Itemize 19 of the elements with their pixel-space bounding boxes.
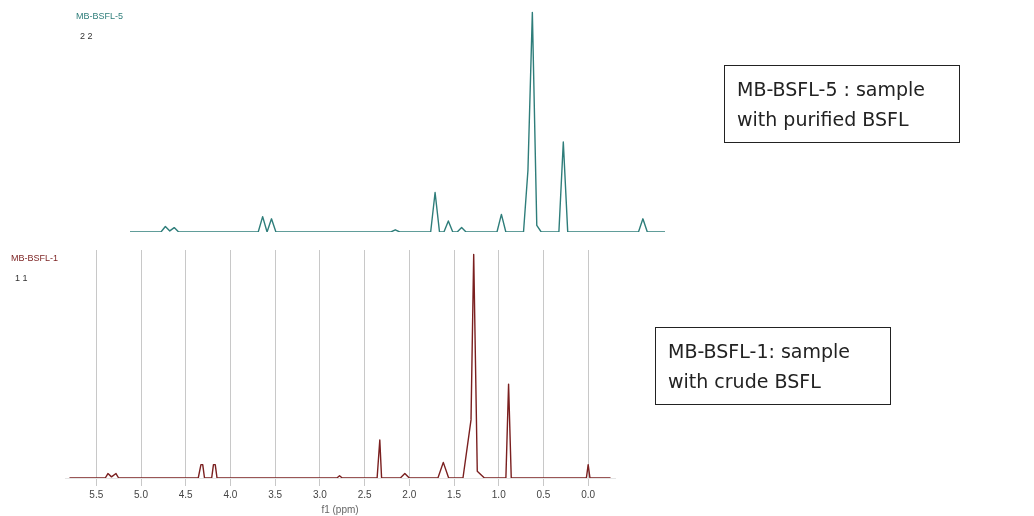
text: MB-BSFL-1 [11, 252, 59, 263]
x-tick-label: 2.5 [357, 488, 372, 500]
text: MB-BSFL-5 : sample with purified BSFL [724, 65, 960, 143]
x-tick-label: 3.5 [268, 488, 283, 500]
text: MB-BSFL-5 [76, 10, 124, 21]
x-tick-label: 0.5 [536, 488, 551, 500]
x-axis-title: f1 (ppm) [321, 503, 359, 515]
text: 2 2 [80, 30, 93, 41]
x-tick-label: 4.0 [223, 488, 238, 500]
x-tick-label: 2.0 [402, 488, 417, 500]
x-tick-label: 5.0 [134, 488, 149, 500]
text: MB-BSFL-1: sample with crude BSFL [655, 327, 891, 405]
text: 1 1 [15, 272, 28, 283]
x-tick-label: 0.0 [581, 488, 596, 500]
x-tick-label: 5.5 [89, 488, 104, 500]
x-tick-label: 4.5 [178, 488, 194, 500]
x-tick-label: 3.0 [312, 488, 328, 500]
x-tick-label: 1.0 [491, 488, 507, 500]
x-tick-label: 1.5 [447, 488, 462, 500]
